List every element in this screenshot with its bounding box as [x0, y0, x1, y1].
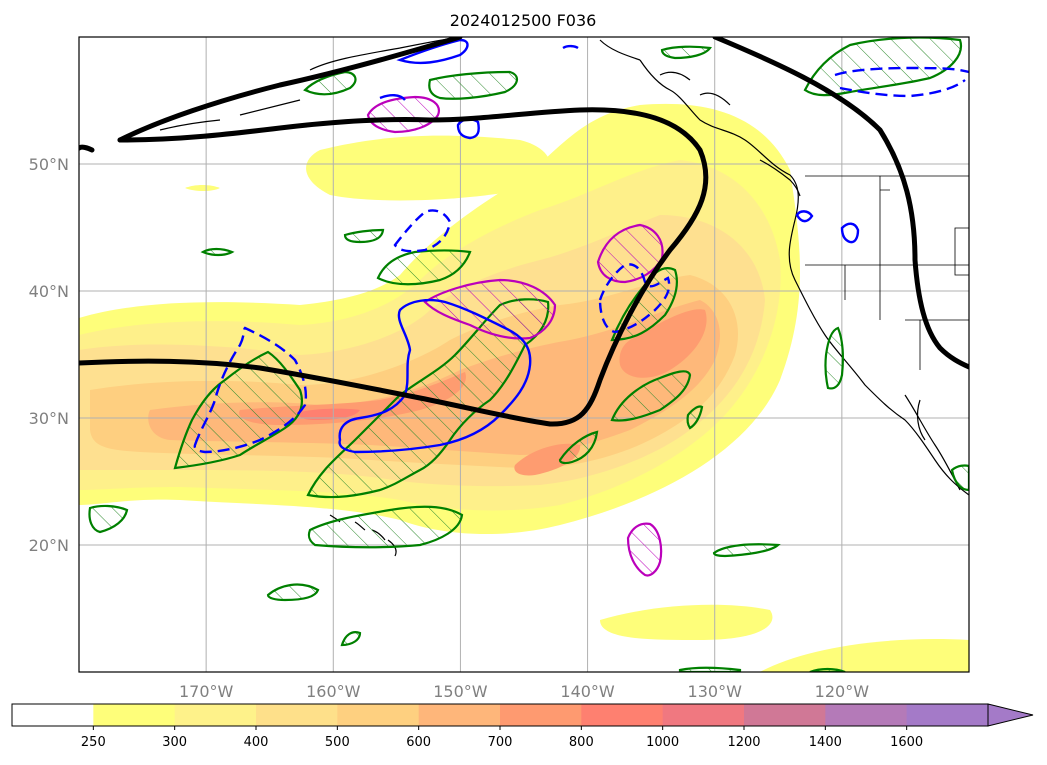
blue-contour-gulf: [396, 38, 469, 65]
green-contour-west-edge: [88, 504, 129, 534]
black-contour-west-stub: [79, 144, 95, 153]
coastline-alaska-panhandle: [599, 39, 731, 106]
map-title: 2024012500 F036: [450, 11, 597, 30]
colorbar-segment-11: [906, 704, 989, 726]
green-contour-north-central: [376, 249, 472, 286]
colorbar-label-1: 300: [162, 735, 187, 750]
green-contour-south-mid: [558, 430, 599, 465]
lon-label-1: 160°W: [306, 682, 361, 701]
blue-contour-dashed-north: [393, 209, 452, 253]
state-borders: [805, 175, 969, 370]
blue-contour-oregon: [840, 222, 860, 244]
colorbar-segment-3: [256, 704, 338, 726]
shade-level-700-east: [619, 309, 707, 378]
colorbar-label-6: 800: [569, 735, 594, 750]
colorbar-label-3: 500: [325, 735, 350, 750]
blue-contour-dashed-east: [598, 263, 671, 334]
black-contours: [79, 37, 969, 427]
lon-label-0: 170°W: [179, 682, 234, 701]
blue-contour-small-nw: [379, 94, 406, 101]
colorbar-segment-4: [337, 704, 420, 726]
green-contour-hawaii-south: [307, 505, 464, 549]
colorbar-label-7: 1000: [646, 735, 679, 750]
colorbar-segment-10: [825, 704, 908, 726]
colorbar-label-10: 1600: [890, 735, 923, 750]
map-panel: [79, 37, 969, 672]
colorbar-label-8: 1200: [727, 735, 760, 750]
green-contour-gulf-alaska: [428, 70, 518, 100]
lon-label-2: 150°W: [433, 682, 488, 701]
shade-level-250-blob-west: [185, 185, 220, 191]
colorbar-label-5: 700: [488, 735, 513, 750]
lat-label-0: 50°N: [29, 155, 69, 174]
lon-labels: 170°W 160°W 150°W 140°W 130°W 120°W: [179, 682, 869, 701]
black-contour-main: [79, 107, 709, 427]
magenta-contour-north: [366, 95, 440, 134]
magenta-contours: [366, 95, 664, 577]
colorbar-segment-2: [174, 704, 257, 726]
green-contour-north-small: [343, 228, 385, 244]
lat-label-2: 30°N: [29, 409, 69, 428]
green-contour-california: [824, 326, 845, 390]
green-contour-northeast: [803, 37, 963, 97]
gridlines: [79, 37, 969, 672]
black-contour-north: [117, 37, 463, 143]
lat-label-1: 40°N: [29, 282, 69, 301]
colorbar-label-9: 1400: [809, 735, 842, 750]
shade-level-250-band-north: [306, 135, 550, 201]
coastline-north-america: [639, 59, 969, 496]
lon-label-4: 130°W: [688, 682, 743, 701]
lon-label-5: 120°W: [815, 682, 870, 701]
green-contour-tropics-west: [266, 583, 320, 602]
colorbar: 250 300 400 500 600 700 800 1000 1200 1400 1600: [11, 703, 1034, 750]
blue-contour-dashed-west: [193, 326, 308, 454]
green-contour-tropics-small: [340, 631, 362, 647]
magenta-contour-tropics: [626, 522, 663, 577]
colorbar-segment-6: [500, 704, 582, 726]
colorbar-extend-arrow: [987, 703, 1034, 727]
shade-level-700-south: [514, 443, 581, 476]
colorbar-segment-8: [662, 704, 745, 726]
colorbar-label-0: 250: [81, 735, 106, 750]
lat-label-3: 20°N: [29, 536, 69, 555]
green-contour-east-south: [610, 370, 692, 422]
colorbar-label-2: 400: [244, 735, 269, 750]
lat-labels: 50°N 40°N 30°N 20°N: [29, 155, 69, 555]
green-contour-bc-coast: [660, 45, 712, 60]
colorbar-label-4: 600: [406, 735, 431, 750]
blue-contour-alaska: [562, 44, 579, 50]
blue-contour-wa: [795, 210, 814, 223]
colorbar-segment-9: [744, 704, 826, 726]
coastline-aleutians: [159, 37, 461, 131]
green-contour-west-small: [200, 247, 235, 257]
colorbar-segment-0: [12, 704, 94, 726]
blue-contour-dashed-northeast: [834, 66, 969, 98]
lon-label-3: 140°W: [560, 682, 615, 701]
shade-level-250-tropics: [600, 604, 773, 640]
shade-level-250-southeast: [760, 639, 969, 672]
green-contour-north-aleutian: [303, 70, 357, 96]
map-frame: [78, 36, 970, 673]
colorbar-segment-7: [581, 704, 664, 726]
shade-level-800: [298, 408, 360, 420]
green-contour-subtropic-east: [712, 543, 781, 558]
magenta-contour-central: [423, 278, 557, 340]
black-contour-east: [712, 37, 969, 370]
green-contour-east-small: [686, 405, 704, 430]
coastline-vancouver-island: [759, 159, 801, 197]
colorbar-segment-5: [418, 704, 501, 726]
colorbar-segment-1: [93, 704, 176, 726]
green-contour-southeast-edge: [950, 464, 969, 492]
